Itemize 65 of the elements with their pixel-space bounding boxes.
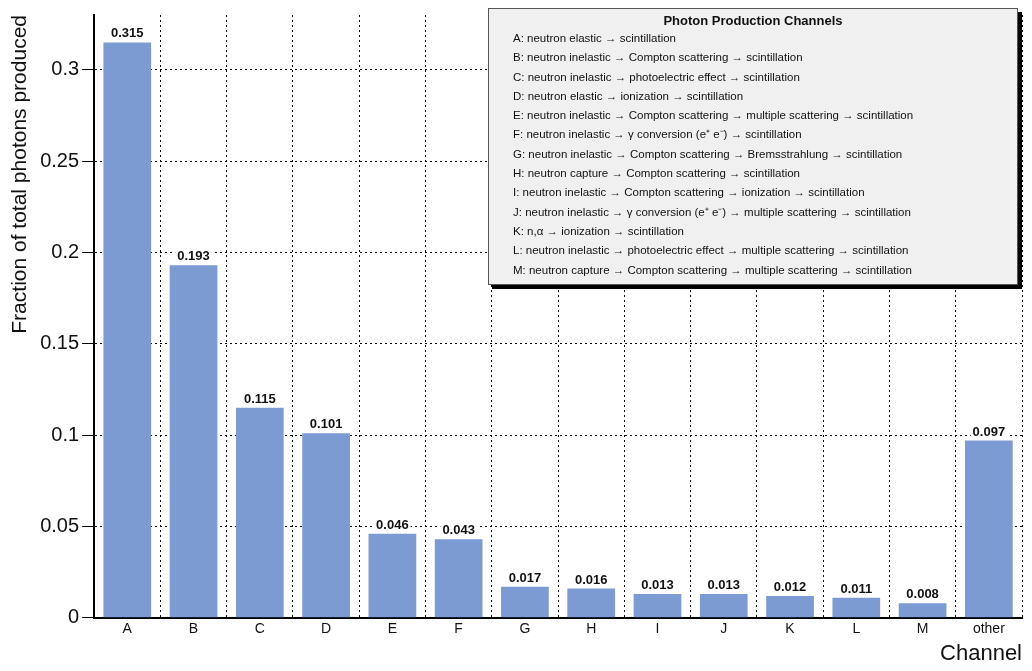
x-tick-label: B — [188, 620, 199, 637]
annotation: A: neutron elastic → scintillation — [512, 31, 677, 46]
bar — [302, 433, 350, 618]
y-tick-label: 0.05 — [40, 513, 80, 536]
data-label: 0.101 — [309, 416, 343, 432]
annotation: B: neutron inelastic → Compton scattering → scintillation — [512, 50, 804, 66]
bar — [501, 586, 549, 618]
annotation: G: neutron inelastic → Compton scattering → Bremsstrahlung → scintillation — [512, 146, 904, 162]
bar — [965, 440, 1013, 618]
data-label: 0.013 — [641, 577, 674, 593]
data-label: 0.008 — [906, 586, 939, 602]
data-label: 0.046 — [376, 516, 409, 532]
annotation: L: neutron inelastic → photoelectric effect → multiple scattering → scintillation — [512, 243, 910, 259]
annotation: K: n,α → ionization → scintillation — [512, 223, 685, 239]
y-tick-label: 0.2 — [51, 239, 80, 262]
annotation: E: neutron inelastic → Compton scattering → multiple scattering → scintillation — [512, 108, 915, 124]
data-label: 0.013 — [707, 577, 741, 593]
x-tick-label: I — [655, 620, 660, 637]
x-tick-label: J — [720, 620, 728, 637]
annotation: I: neutron inelastic → Compton scattering → ionization → scintillation — [512, 185, 866, 201]
bar — [766, 595, 814, 618]
data-label: 0.017 — [508, 569, 542, 585]
x-tick-label: H — [586, 620, 597, 637]
y-tick-label: 0 — [68, 605, 80, 628]
bar — [898, 603, 947, 618]
data-label: 0.097 — [972, 423, 1006, 439]
data-label: 0.011 — [840, 580, 873, 596]
x-tick-label: M — [916, 620, 929, 637]
bar — [699, 594, 748, 618]
data-label: 0.043 — [442, 522, 475, 538]
x-tick-label: A — [122, 620, 133, 637]
data-label: 0.115 — [243, 390, 276, 406]
x-tick-label: D — [321, 620, 332, 637]
bar — [235, 407, 284, 618]
x-tick-label: E — [387, 620, 398, 637]
x-tick-label: C — [254, 620, 265, 637]
x-axis-title: Channel — [940, 639, 1022, 665]
data-label: 0.012 — [773, 578, 807, 594]
y-tick-label: 0.3 — [51, 57, 80, 80]
x-tick-label: K — [785, 620, 796, 637]
bar — [103, 42, 152, 618]
y-tick-label: 0.1 — [51, 422, 80, 445]
annotation: C: neutron inelastic → photoelectric effect → scintillation — [512, 69, 801, 85]
x-tick-label: G — [519, 620, 531, 637]
data-label: 0.315 — [110, 25, 144, 41]
data-label: 0.193 — [177, 248, 210, 264]
bar — [434, 539, 483, 618]
annotation: J: neutron inelastic → γ conversion (e⁺ e⁻) → multiple scattering → scintillation — [512, 204, 912, 220]
y-tick-label: 0.25 — [40, 148, 80, 171]
y-axis-title: Fraction of total photons produced — [7, 15, 31, 334]
bar — [368, 533, 417, 618]
annotation: F: neutron inelastic → γ conversion (e⁺ e⁻) → scintillation — [512, 127, 803, 143]
bar — [567, 588, 616, 618]
y-tick-label: 0.15 — [40, 331, 80, 354]
x-tick-label: other — [972, 620, 1006, 637]
annotation: D: neutron elastic → ionization → scintillation — [512, 88, 745, 104]
bar — [169, 265, 218, 618]
bar — [832, 597, 881, 618]
data-label: 0.016 — [574, 571, 608, 587]
annotation: H: neutron capture → Compton scattering → scintillation — [512, 166, 801, 182]
annotation: M: neutron capture → Compton scattering → multiple scattering → scintillation — [512, 262, 913, 278]
bar — [633, 594, 682, 618]
x-tick-label: F — [454, 620, 463, 637]
annotation: Photon Production Channels — [662, 12, 844, 29]
x-tick-label: L — [852, 620, 861, 637]
